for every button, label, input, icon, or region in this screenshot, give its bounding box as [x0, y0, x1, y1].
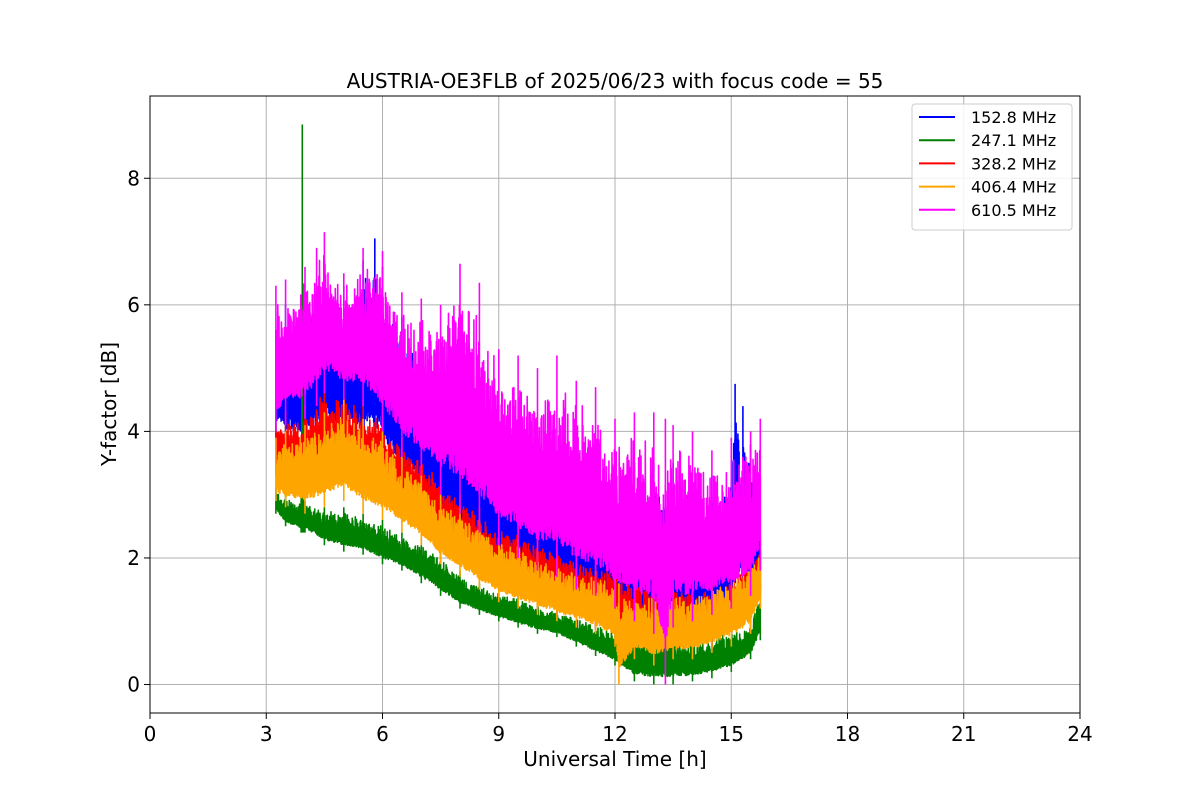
legend-label: 406.4 MHz: [971, 178, 1056, 197]
y-tick-label: 0: [127, 673, 140, 697]
x-tick-label: 12: [602, 722, 627, 746]
legend-label: 152.8 MHz: [971, 108, 1056, 127]
legend-label: 610.5 MHz: [971, 201, 1056, 220]
y-tick-label: 2: [127, 546, 140, 570]
x-tick-label: 21: [951, 722, 976, 746]
y-tick-label: 8: [127, 166, 140, 190]
x-tick-label: 9: [492, 722, 505, 746]
x-tick-label: 18: [835, 722, 860, 746]
chart-title: AUSTRIA-OE3FLB of 2025/06/23 with focus …: [347, 69, 884, 93]
legend-box: [911, 103, 1073, 231]
y-axis-label: Y-factor [dB]: [97, 342, 121, 467]
x-tick-label: 24: [1067, 722, 1092, 746]
y-tick-label: 4: [127, 419, 140, 443]
legend-label: 328.2 MHz: [971, 154, 1056, 173]
series-line: [275, 232, 762, 685]
y-axis-ticks: 0 2 4 6 8: [127, 166, 150, 697]
legend: 152.8 MHz 247.1 MHz 328.2 MHz 406.4 MHz 610.…: [911, 103, 1073, 231]
x-axis-label: Universal Time [h]: [523, 747, 706, 771]
x-tick-label: 6: [376, 722, 389, 746]
y-tick-label: 6: [127, 293, 140, 317]
x-tick-label: 0: [144, 722, 157, 746]
series-layer: [275, 124, 762, 685]
x-axis-ticks: 0 3 6 9 12 15 18 21 24: [144, 713, 1093, 746]
x-tick-label: 15: [719, 722, 744, 746]
legend-label: 247.1 MHz: [971, 131, 1056, 150]
x-tick-label: 3: [260, 722, 273, 746]
